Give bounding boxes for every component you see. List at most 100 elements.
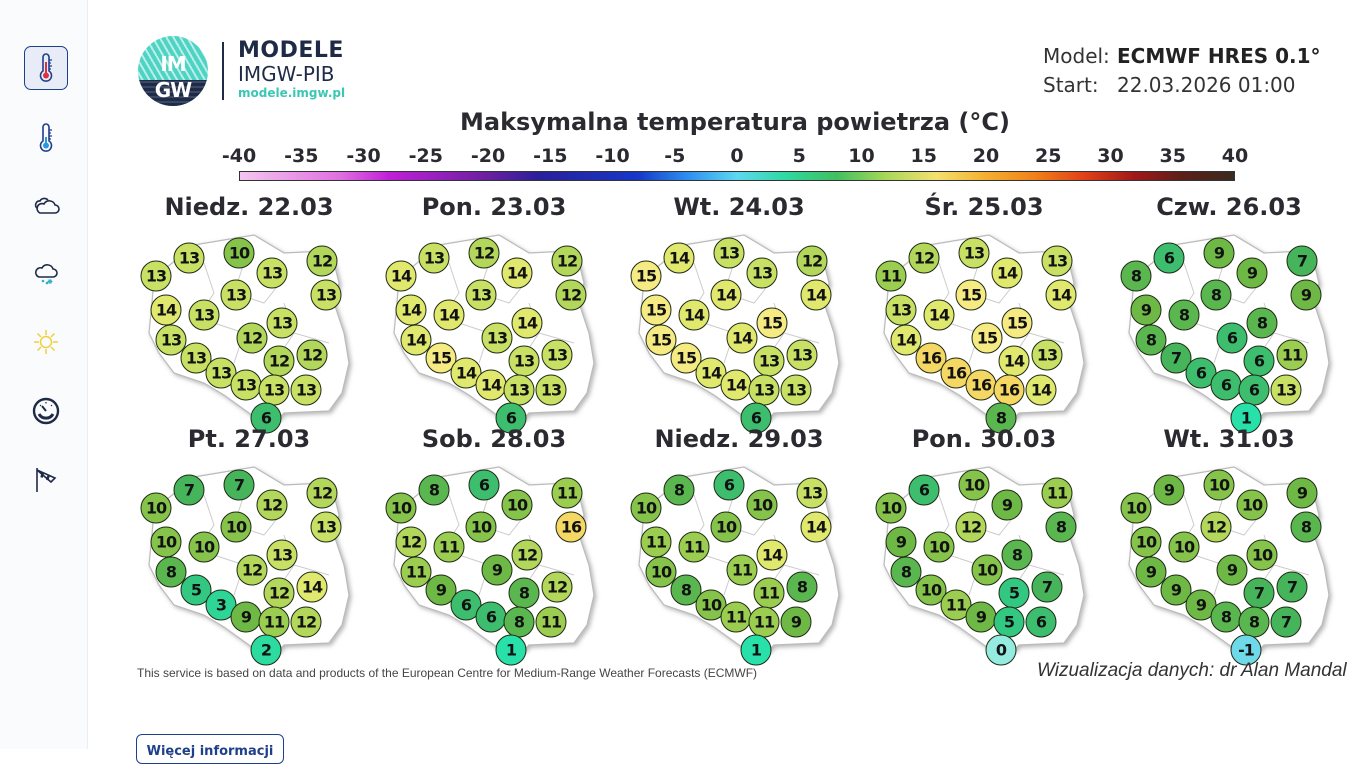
station-temperature: 13 (140, 260, 172, 292)
station-temperature: 7 (1243, 577, 1275, 609)
day-title: Niedz. 29.03 (654, 425, 824, 453)
thermometer-hot-icon (39, 53, 53, 82)
start-value: 22.03.2026 01:00 (1117, 73, 1296, 97)
data-source-note: This service is based on data and produc… (137, 666, 758, 680)
day-title: Pon. 30.03 (911, 425, 1057, 453)
station-temperature: 8 (1200, 279, 1232, 311)
scale-tick-label: -15 (533, 145, 568, 167)
station-temperature: 9 (481, 554, 513, 586)
station-temperature: 14 (501, 257, 533, 289)
more-info-button[interactable]: Więcej informacji (136, 734, 284, 764)
station-temperature: 13 (256, 257, 288, 289)
station-temperature: 13 (220, 279, 252, 311)
station-temperature: 16 (555, 511, 587, 543)
station-temperature: 11 (551, 477, 583, 509)
station-temperature: 6 (468, 469, 500, 501)
sidebar-item-sunshine[interactable] (24, 320, 68, 364)
station-temperature: 9 (230, 601, 262, 633)
station-temperature: 14 (800, 511, 832, 543)
logo-url: modele.imgw.pl (238, 86, 346, 100)
forecast-day-map: Pon. 23.03 13 14 12 14 12 12 14 13 14 14 14 13 13 15 13… (379, 193, 609, 434)
forecast-day-map: Wt. 24.03 14 15 13 13 12 14 15 14 14 15 15 14 13 15 13 1… (624, 193, 854, 434)
station-temperature: 14 (385, 260, 417, 292)
station-temperature: 13 (786, 339, 818, 371)
station-temperature: 15 (670, 342, 702, 374)
station-temperature: 12 (306, 477, 338, 509)
sidebar-item-pressure[interactable] (24, 389, 68, 433)
station-temperature: 14 (800, 279, 832, 311)
poland-map: 14 15 13 13 12 14 15 14 14 15 15 14 13 15 13 14 14 13 13 6 (624, 223, 854, 434)
station-temperature: 10 (1120, 492, 1152, 524)
station-temperature: 12 (395, 526, 427, 558)
station-temperature: 8 (1290, 511, 1322, 543)
scale-tick-label: 5 (792, 145, 806, 167)
start-label: Start: (1043, 73, 1099, 97)
station-temperature: 10 (385, 492, 417, 524)
station-temperature: 1 (740, 634, 772, 666)
scale-tick-label: 15 (910, 145, 937, 167)
station-temperature: 8 (1238, 606, 1270, 638)
station-temperature: 10 (465, 511, 497, 543)
station-temperature: 8 (418, 474, 450, 506)
station-temperature: 14 (726, 322, 758, 354)
forecast-day-map: Pt. 27.03 7 10 7 12 12 13 10 10 10 8 13 12 14 5 12 3 9 11 1… (134, 425, 364, 666)
sidebar-item-snowfall[interactable] (24, 252, 68, 296)
station-temperature: 8 (663, 474, 695, 506)
station-temperature: 8 (1168, 299, 1200, 331)
day-title: Pon. 23.03 (421, 193, 567, 221)
station-temperature: 11 (726, 554, 758, 586)
station-temperature: 10 (971, 554, 1003, 586)
visualization-credit: Wizualizacja danych: dr Alan Mandal (1037, 660, 1347, 681)
station-temperature: 10 (1246, 539, 1278, 571)
station-temperature: 10 (710, 511, 742, 543)
station-temperature: 9 (991, 489, 1023, 521)
station-temperature: 14 (433, 299, 465, 331)
color-scale-bar (239, 171, 1235, 181)
station-temperature: 6 (908, 474, 940, 506)
station-temperature: 9 (1203, 237, 1235, 269)
station-temperature: 13 (188, 299, 220, 331)
poland-map: 8 10 6 10 11 16 12 10 11 11 12 9 12 9 8 6 6 8 11 1 (379, 455, 609, 666)
station-temperature: 8 (1001, 539, 1033, 571)
station-temperature: 7 (1286, 245, 1318, 277)
model-value: ECMWF HRES 0.1° (1117, 44, 1321, 68)
station-temperature: 12 (511, 539, 543, 571)
scale-tick-label: -10 (595, 145, 630, 167)
station-temperature: 12 (796, 245, 828, 277)
station-temperature: 1 (495, 634, 527, 666)
model-info: Model: ECMWF HRES 0.1° Start: 22.03.2026 0… (1043, 42, 1321, 100)
scale-tick-label: 10 (848, 145, 875, 167)
station-temperature: 12 (263, 345, 295, 377)
station-temperature: 15 (630, 260, 662, 292)
station-temperature: 13 (1270, 374, 1302, 406)
forecast-day-map: Czw. 26.03 6 8 9 9 7 9 9 8 8 8 8 6 11 7 6 6 6 6 13 1 (1114, 193, 1344, 434)
sidebar-item-clouds[interactable] (24, 184, 68, 228)
station-temperature: 9 (965, 601, 997, 633)
station-temperature: 12 (1200, 511, 1232, 543)
sidebar-item-wind[interactable] (24, 457, 68, 501)
imgw-logo[interactable]: IM GW MODELE IMGW-PIB modele.imgw.pl (138, 36, 348, 108)
station-temperature: 8 (508, 577, 540, 609)
snow-cloud-icon (35, 264, 58, 285)
station-temperature: 13 (230, 369, 262, 401)
station-temperature: 9 (780, 606, 812, 638)
station-temperature: 12 (555, 279, 587, 311)
station-temperature: -1 (1230, 634, 1262, 666)
station-temperature: 11 (1041, 477, 1073, 509)
station-temperature: 14 (756, 539, 788, 571)
station-temperature: 8 (1246, 307, 1278, 339)
station-temperature: 12 (955, 511, 987, 543)
logo-title: MODELE (238, 38, 344, 63)
station-temperature: 2 (250, 634, 282, 666)
logo-emblem-stripes (138, 80, 208, 106)
station-temperature: 13 (258, 374, 290, 406)
sidebar-item-min-temperature[interactable] (24, 116, 68, 160)
station-temperature: 13 (508, 345, 540, 377)
station-temperature: 9 (885, 526, 917, 558)
station-temperature: 1 (1230, 402, 1262, 434)
thermometer-cold-icon (39, 123, 53, 152)
sidebar-item-max-temperature[interactable] (24, 46, 68, 90)
station-temperature: 11 (535, 606, 567, 638)
station-temperature: 15 (640, 294, 672, 326)
day-title: Wt. 24.03 (673, 193, 805, 221)
